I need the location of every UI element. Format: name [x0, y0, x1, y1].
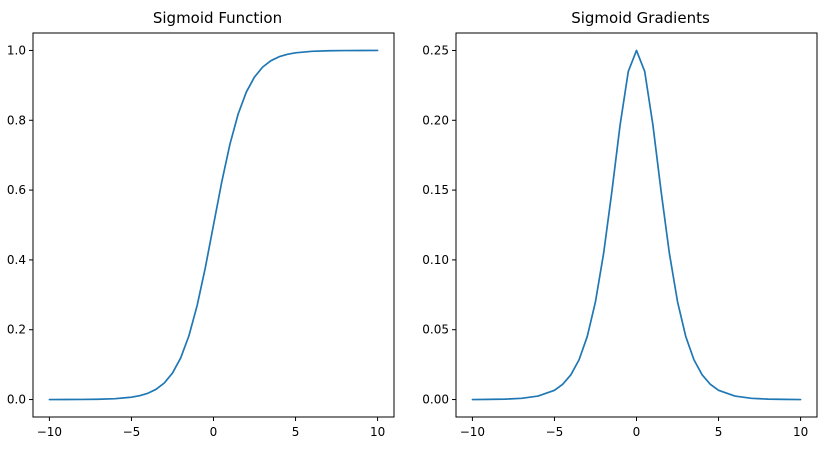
y-tick-label: 0.6: [7, 183, 26, 197]
x-tick-label: 5: [715, 425, 723, 439]
chart-title: Sigmoid Gradients: [571, 9, 710, 27]
y-tick-label: 1.0: [7, 43, 26, 57]
y-tick-label: 0.0: [7, 393, 26, 407]
x-tick-label: 10: [793, 425, 808, 439]
x-tick-label: −10: [37, 425, 62, 439]
y-tick-label: 0.05: [422, 323, 449, 337]
x-axis: −10 −5 0 5 10: [37, 417, 385, 439]
y-tick-label: 0.10: [422, 253, 449, 267]
series-layer: [471, 49, 802, 401]
sigmoid-function-chart: Sigmoid Function 0.00.20.40.60.81.0 −10−…: [7, 9, 395, 439]
y-tick-label: 0.2: [7, 323, 26, 337]
series-line: [48, 49, 379, 401]
y-axis: 0.00 0.05 0.10 0.15 0.20 0.25: [422, 43, 456, 407]
sigmoid-gradients-chart: Sigmoid Gradients 0.000.050.100.150.200.…: [422, 9, 818, 439]
y-axis: 0.0 0.2 0.4 0.6 0.8 1.0: [7, 43, 33, 407]
x-axis: −10 −5 0 5 10: [460, 417, 808, 439]
plot-frame: [455, 32, 818, 418]
y-tick-label: 0.25: [422, 43, 449, 57]
x-tick-label: −10: [460, 425, 485, 439]
y-tick-label: 0.15: [422, 183, 449, 197]
y-tick-label: 0.00: [422, 393, 449, 407]
series-layer: [48, 49, 379, 401]
y-tick-label: 0.8: [7, 113, 26, 127]
y-tick-label: 0.20: [422, 113, 449, 127]
x-tick-label: −5: [546, 425, 564, 439]
series-line: [471, 49, 802, 401]
chart-title: Sigmoid Function: [153, 9, 282, 27]
x-tick-label: 5: [292, 425, 300, 439]
x-tick-label: −5: [123, 425, 141, 439]
y-tick-label: 0.4: [7, 253, 26, 267]
x-tick-label: 0: [633, 425, 641, 439]
x-tick-label: 10: [370, 425, 385, 439]
x-tick-label: 0: [210, 425, 218, 439]
